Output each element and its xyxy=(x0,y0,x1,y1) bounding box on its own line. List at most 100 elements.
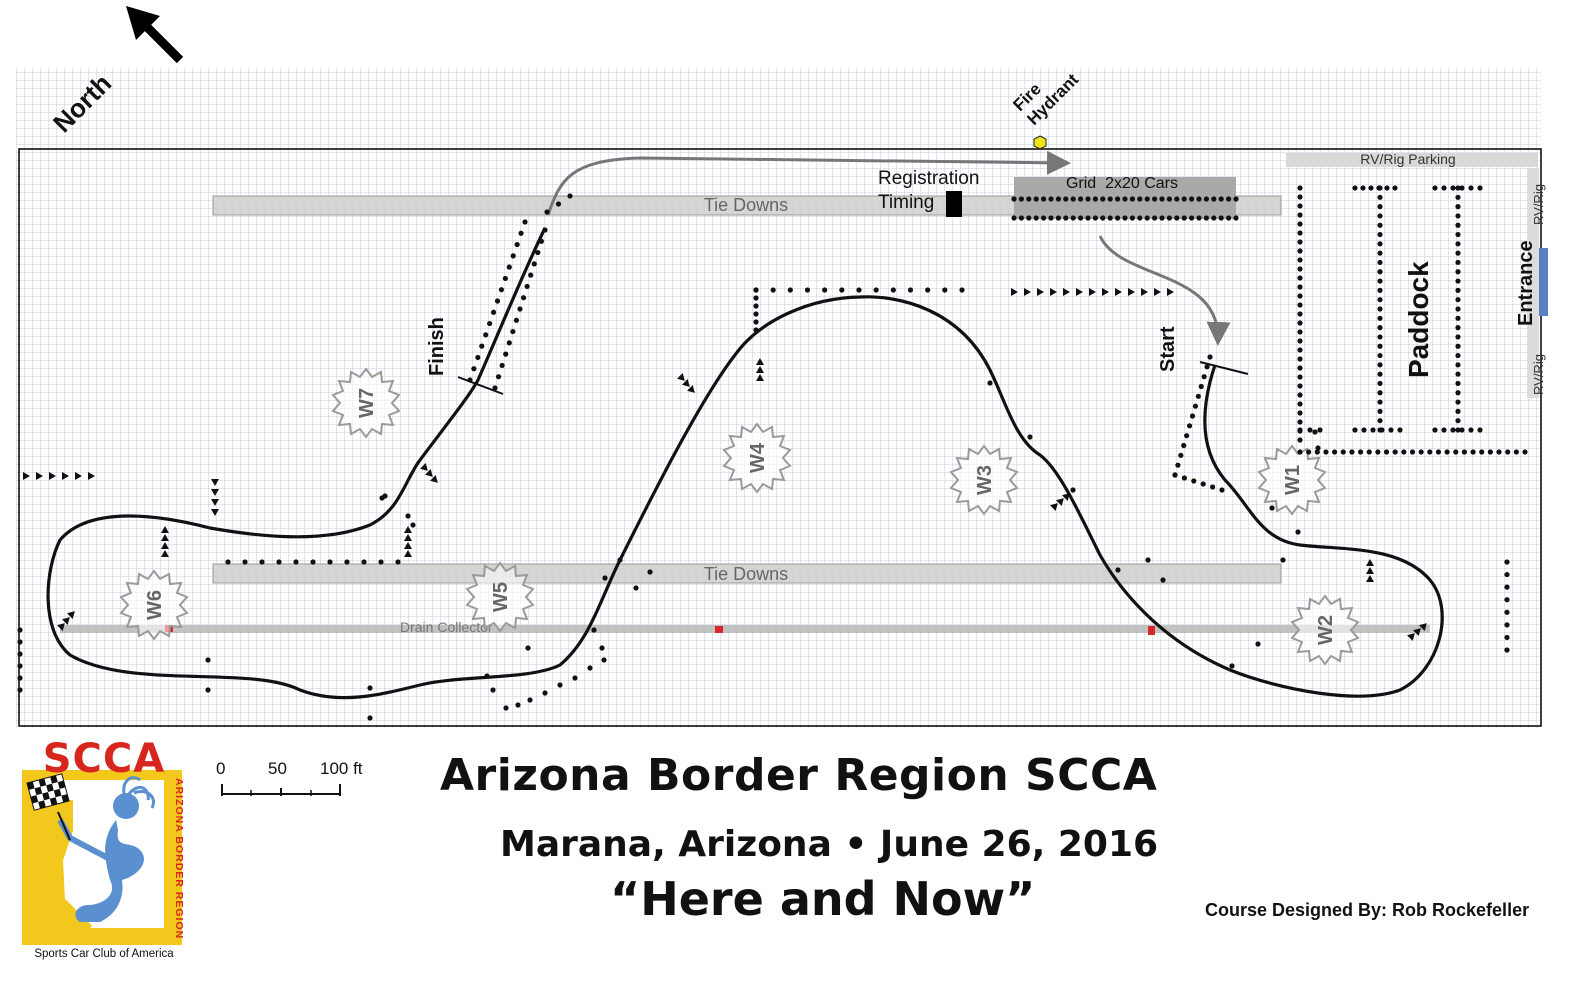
cone xyxy=(525,645,531,651)
cone xyxy=(1181,196,1187,202)
cone xyxy=(1233,196,1239,202)
cone xyxy=(599,645,605,651)
cone xyxy=(395,559,401,565)
cone xyxy=(1377,343,1383,349)
cone xyxy=(205,657,211,663)
cone xyxy=(1401,449,1407,455)
registration-label: Registration xyxy=(878,168,979,189)
cone xyxy=(1377,380,1383,387)
cone xyxy=(1181,475,1187,481)
start-line xyxy=(1199,361,1249,375)
cone xyxy=(471,366,477,372)
cone xyxy=(1297,374,1303,380)
cone xyxy=(1269,505,1275,511)
cone xyxy=(787,287,793,293)
pointer-cone xyxy=(36,472,43,480)
cone xyxy=(1455,325,1461,331)
cone xyxy=(1297,311,1303,317)
worker-station-w6: W6 xyxy=(120,570,188,640)
cone xyxy=(1513,449,1519,455)
cone xyxy=(1377,231,1383,238)
cone xyxy=(514,241,520,248)
cone xyxy=(1011,215,1017,221)
cone xyxy=(205,687,211,693)
entrance-label: Entrance xyxy=(1515,240,1537,326)
cone xyxy=(1297,194,1303,200)
cone xyxy=(1115,567,1121,573)
cone xyxy=(1384,185,1390,191)
cone xyxy=(1295,529,1301,535)
lot-outline xyxy=(18,148,1542,727)
cone xyxy=(490,687,496,693)
cone xyxy=(1048,196,1054,202)
cone xyxy=(770,287,776,293)
cone xyxy=(907,287,914,293)
cone xyxy=(1388,427,1394,433)
cone xyxy=(1085,215,1091,221)
worker-station-w1: W1 xyxy=(1258,445,1326,515)
pointer-cone xyxy=(23,472,30,480)
pointer-cone xyxy=(211,509,219,516)
cone xyxy=(1297,401,1303,407)
cone xyxy=(1048,215,1054,221)
svg-text:W7: W7 xyxy=(356,388,378,418)
cone xyxy=(1226,196,1232,202)
cone xyxy=(483,332,489,338)
cone xyxy=(494,298,501,304)
cone xyxy=(633,585,639,591)
cone xyxy=(753,295,759,301)
cone xyxy=(873,287,879,293)
cone xyxy=(538,238,545,244)
cone xyxy=(1196,196,1202,202)
cone xyxy=(490,309,497,315)
pointer-cone xyxy=(62,472,69,480)
pointer-cone xyxy=(161,526,169,533)
cone xyxy=(1115,215,1121,221)
cone xyxy=(602,575,608,581)
cone xyxy=(1078,215,1084,221)
cone xyxy=(520,295,527,301)
cone xyxy=(1297,185,1303,191)
cone xyxy=(484,673,490,679)
cone xyxy=(1392,449,1398,455)
pointer-cone xyxy=(1366,559,1374,566)
cone xyxy=(1377,408,1383,414)
cone xyxy=(1504,559,1510,565)
cone xyxy=(361,559,367,565)
svg-text:W2: W2 xyxy=(1315,615,1337,645)
cone xyxy=(1377,306,1383,312)
cone xyxy=(1297,347,1303,353)
cone xyxy=(1377,371,1383,377)
cone xyxy=(1323,449,1329,455)
worker-station-w5: W5 xyxy=(466,562,534,632)
cone xyxy=(1432,185,1438,191)
pointer-cone xyxy=(49,472,56,480)
cone xyxy=(753,319,759,325)
worker-station-w7: W7 xyxy=(332,368,400,438)
cone xyxy=(1504,647,1510,653)
cone xyxy=(1377,241,1383,247)
cone xyxy=(1137,196,1143,202)
cone xyxy=(517,306,523,312)
pointer-cone xyxy=(756,374,764,381)
cone xyxy=(1377,213,1383,219)
pointer-cone xyxy=(1063,288,1070,296)
cone xyxy=(17,627,23,633)
cone xyxy=(1026,196,1032,202)
cone xyxy=(542,227,548,233)
cone xyxy=(1455,241,1461,247)
tie-downs-bottom-label: Tie Downs xyxy=(704,564,788,584)
cone xyxy=(1070,487,1076,493)
cone xyxy=(1297,248,1303,254)
cone xyxy=(1349,449,1355,455)
cone xyxy=(1418,449,1424,455)
cone xyxy=(1375,449,1381,455)
cone xyxy=(1011,196,1017,202)
cone xyxy=(1455,418,1461,424)
cone xyxy=(528,272,534,278)
cone xyxy=(531,261,537,267)
cone xyxy=(1100,196,1106,202)
cone xyxy=(527,697,533,703)
cone xyxy=(1504,597,1510,603)
cone xyxy=(1145,557,1151,563)
